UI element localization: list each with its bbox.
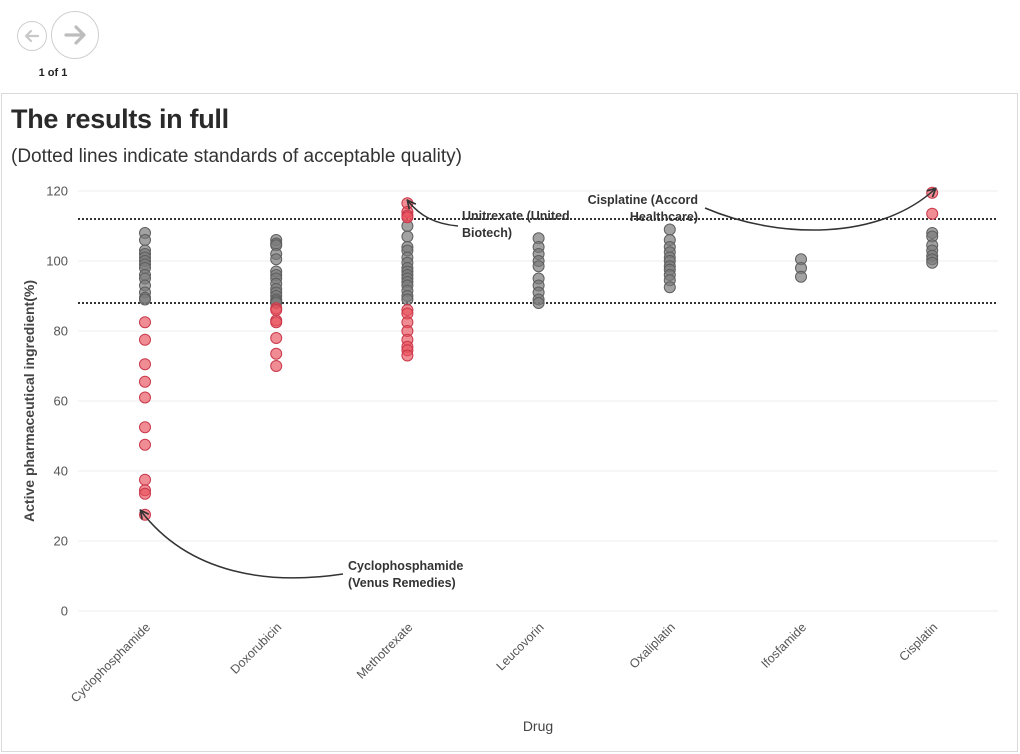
x-tick-label: Leucovorin	[494, 620, 547, 673]
data-point-substandard	[270, 304, 283, 316]
y-tick-label: 120	[46, 184, 68, 199]
chart-panel	[1, 93, 1018, 752]
page-indicator: 1 of 1	[38, 67, 68, 79]
x-tick-label: Cyclophosphamide	[68, 620, 153, 705]
data-point-acceptable	[663, 281, 676, 294]
data-point-substandard	[139, 391, 151, 404]
annotation-label: Cisplatine (Accord	[588, 193, 698, 207]
data-point-acceptable	[795, 270, 807, 283]
y-tick-label: 60	[54, 394, 68, 409]
data-point-substandard	[139, 421, 151, 434]
data-point-acceptable	[532, 260, 545, 273]
annotation-label: (Venus Remedies)	[348, 576, 456, 590]
x-axis-title: Drug	[523, 718, 553, 734]
annotation-label: Unitrexate (United	[462, 209, 570, 223]
data-point-substandard	[270, 360, 283, 372]
data-point-substandard	[926, 186, 939, 199]
annotation-arrow	[408, 201, 459, 227]
y-tick-label: 0	[61, 604, 68, 619]
annotation-arrow	[141, 511, 344, 579]
data-point-substandard	[401, 349, 414, 362]
data-point-acceptable	[663, 223, 676, 236]
annotations: Cyclophosphamide (Venus Remedies) Unitrexa…	[141, 189, 935, 590]
x-axis-ticks: Cyclophosphamide Doxorubicin Methotrexate L…	[68, 620, 940, 705]
x-tick-label: Methotrexate	[354, 620, 416, 682]
data-point-acceptable	[139, 234, 151, 246]
chart-title: The results in full	[11, 104, 229, 134]
gridlines	[78, 190, 998, 612]
x-tick-label: Ifosfamide	[758, 620, 809, 671]
data-point-substandard	[139, 473, 151, 486]
data-point-substandard	[270, 347, 283, 360]
data-point-substandard	[270, 332, 283, 344]
annotation-label: Healthcare)	[630, 210, 698, 224]
previous-button[interactable]	[17, 21, 47, 51]
data-point-substandard	[139, 487, 151, 500]
data-point-substandard	[139, 333, 151, 346]
data-point-acceptable	[401, 293, 414, 306]
x-tick-label: Doxorubicin	[228, 620, 285, 677]
data-point-substandard	[139, 375, 151, 388]
y-tick-label: 80	[54, 324, 68, 339]
next-button[interactable]	[51, 11, 99, 59]
y-tick-label: 40	[54, 464, 68, 479]
y-axis-title: Active pharmaceutical ingredient(%)	[21, 280, 37, 522]
data-point-substandard	[139, 438, 151, 451]
data-point-acceptable	[270, 253, 283, 266]
annotation-label: Cyclophosphamide	[348, 559, 463, 573]
x-tick-label: Cisplatin	[897, 620, 941, 664]
annotation-arrow	[704, 189, 935, 231]
navigation-bar: 1 of 1	[0, 0, 1020, 93]
data-point-acceptable	[926, 256, 939, 269]
y-tick-label: 20	[54, 534, 68, 549]
x-tick-label: Oxaliplatin	[627, 620, 678, 671]
data-point-acceptable	[401, 230, 414, 243]
data-point-substandard	[401, 211, 414, 224]
data-point-substandard	[139, 316, 151, 329]
y-axis-ticks: 0 20 40 60 80 100 120	[46, 184, 68, 619]
data-point-acceptable	[532, 297, 545, 309]
data-point-substandard	[926, 207, 939, 220]
annotation-label: Biotech)	[462, 226, 512, 240]
data-point-acceptable	[139, 293, 151, 306]
chart-subtitle: (Dotted lines indicate standards of acce…	[11, 146, 462, 167]
data-point-substandard	[270, 316, 283, 329]
y-tick-label: 100	[46, 254, 68, 269]
data-points	[139, 186, 939, 521]
arrow-right-icon	[64, 25, 86, 45]
data-point-substandard	[139, 358, 151, 371]
arrow-left-icon	[24, 29, 40, 43]
